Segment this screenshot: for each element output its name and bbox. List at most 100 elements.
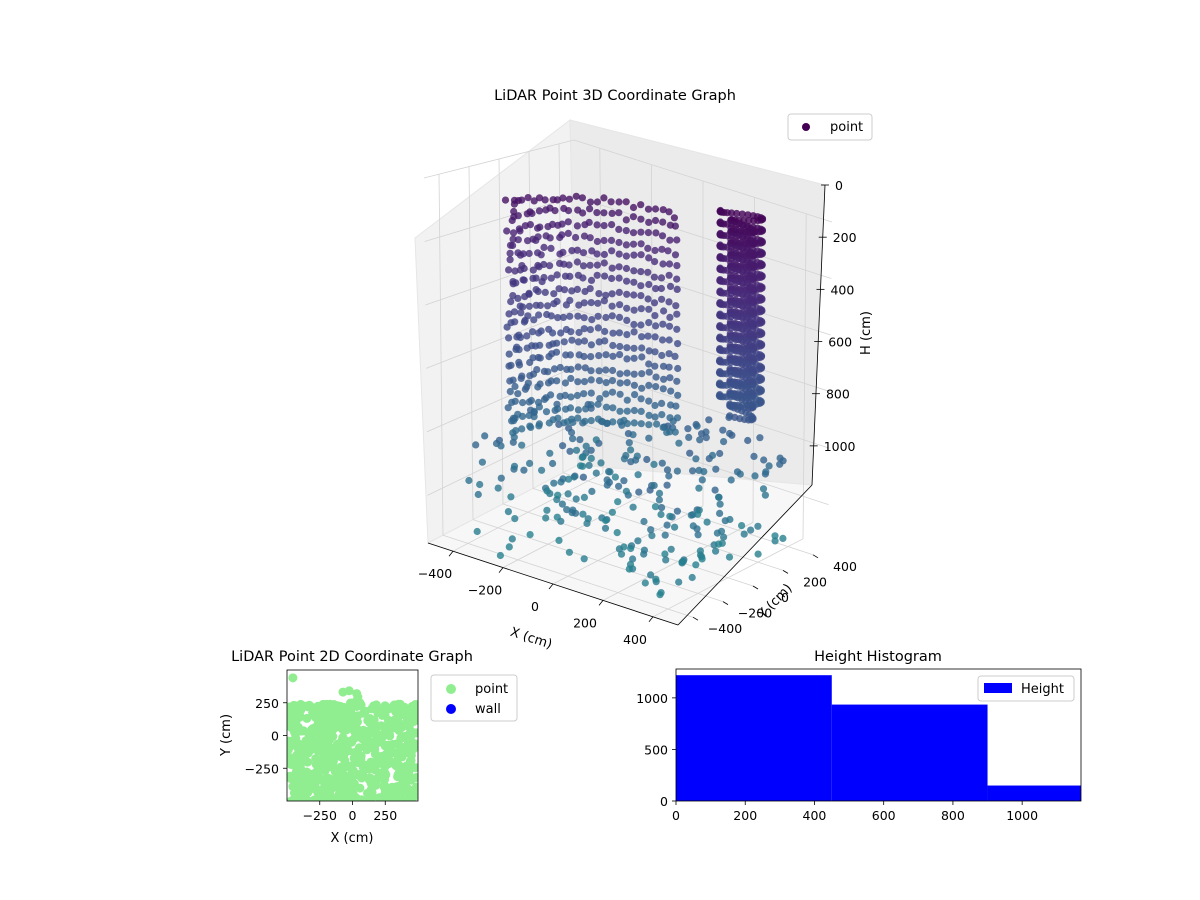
point-3d: [671, 523, 679, 531]
point-3d: [652, 373, 660, 381]
point-3d: [716, 509, 724, 517]
point-3d: [567, 374, 575, 383]
point-2d: [402, 800, 404, 801]
point-3d: [550, 290, 558, 298]
histogram: 0 200 400 600 800 1000 0 500 1000 Height Histogr…: [636, 649, 1082, 823]
point-3d: [719, 426, 727, 434]
point-2d: [390, 787, 400, 796]
point-3d: [673, 236, 681, 244]
point-3d: [760, 456, 768, 464]
point-3d: [633, 452, 641, 460]
point-3d: [494, 484, 502, 492]
point-3d: [615, 329, 624, 337]
point-3d: [630, 406, 639, 415]
point-3d: [616, 379, 624, 387]
point-3d: [476, 480, 484, 489]
x-tick-label-3d: 200: [573, 615, 597, 630]
point-3d: [671, 352, 679, 360]
point-3d: [594, 324, 602, 332]
point-3d: [738, 325, 746, 333]
point-3d: [645, 434, 653, 442]
point-3d: [586, 285, 594, 293]
point-3d: [512, 279, 520, 287]
point-2d: [290, 709, 300, 719]
point-3d: [684, 425, 692, 433]
point-3d: [536, 301, 545, 309]
point-2d: [412, 700, 418, 710]
point-3d: [692, 455, 700, 463]
point-3d: [720, 438, 728, 446]
point-2d: [316, 732, 326, 742]
point-3d: [526, 459, 534, 467]
point-3d: [536, 354, 544, 362]
point-3d: [732, 347, 740, 355]
point-3d: [658, 245, 666, 253]
point-3d: [547, 274, 555, 282]
point-3d: [514, 212, 522, 220]
point-3d: [518, 372, 526, 380]
point-2d: [293, 762, 303, 772]
point-3d: [568, 287, 576, 295]
point-3d: [727, 312, 735, 321]
point-2d: [338, 687, 348, 697]
point-3d: [536, 380, 544, 388]
point-3d: [572, 192, 580, 200]
point-3d: [634, 537, 642, 545]
point-3d: [594, 299, 602, 307]
point-3d: [765, 462, 773, 470]
point-3d: [712, 465, 720, 473]
point-3d: [600, 209, 608, 217]
histogram-bar: [831, 704, 988, 801]
point-3d: [616, 301, 624, 309]
point-3d: [637, 251, 645, 259]
point-3d: [587, 276, 596, 284]
point-3d: [658, 232, 667, 240]
point-3d: [738, 302, 746, 310]
point-3d: [637, 240, 645, 248]
point-3d: [608, 209, 616, 217]
point-3d: [652, 229, 660, 237]
y-tick-3d: [722, 601, 729, 605]
point-2d: [341, 725, 351, 735]
point-3d: [514, 236, 522, 244]
point-2d: [330, 794, 340, 801]
point-2d: [401, 718, 411, 728]
point-3d: [511, 267, 519, 275]
point-2d: [346, 761, 356, 771]
x-tick-3d: [448, 550, 454, 557]
point-3d: [647, 571, 655, 579]
point-3d: [567, 393, 575, 401]
point-3d: [603, 419, 611, 427]
point-3d: [667, 545, 675, 553]
point-3d: [587, 299, 595, 307]
point-3d: [711, 486, 719, 494]
point-3d: [528, 209, 536, 218]
point-3d: [637, 201, 645, 209]
point-3d: [666, 512, 674, 520]
point-3d: [615, 274, 623, 282]
legend-marker-height: [984, 683, 1012, 693]
point-3d: [651, 216, 660, 225]
point-2d: [398, 704, 407, 714]
point-2d: [297, 743, 307, 753]
point-3d: [549, 459, 557, 468]
grid-line: [651, 164, 654, 490]
point-2d: [375, 737, 385, 747]
point-3d: [585, 461, 593, 469]
point-3d: [733, 209, 741, 218]
point-3d: [579, 510, 587, 518]
point-3d: [688, 573, 696, 582]
point-2d: [323, 781, 333, 791]
point-2d: [375, 793, 385, 801]
point-3d: [652, 285, 660, 293]
point-3d: [715, 540, 723, 548]
point-3d: [630, 381, 639, 389]
point-2d: [351, 730, 361, 740]
point-2d: [308, 781, 318, 791]
legend-marker-point-2d: [446, 684, 456, 694]
point-2d: [347, 786, 357, 796]
point-3d: [504, 404, 512, 412]
point-2d: [395, 792, 405, 801]
point-3d: [540, 260, 548, 269]
x-tick-label-3d: −200: [468, 583, 502, 598]
